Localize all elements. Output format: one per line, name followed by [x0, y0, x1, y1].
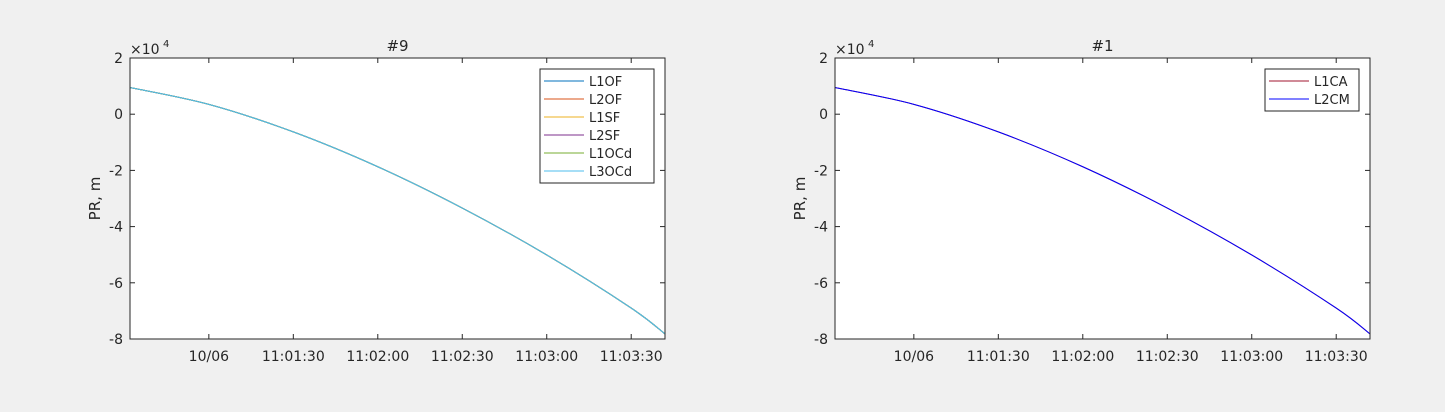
legend-box [1264, 68, 1360, 112]
x-tick-label: 11:02:00 [346, 349, 409, 365]
y-tick-label: -6 [109, 276, 123, 292]
y-tick-label: 2 [819, 51, 828, 67]
y-exponent-label: ×10 [130, 42, 160, 58]
y-axis-label: PR, m [791, 177, 809, 221]
legend-label: L2OF [589, 93, 622, 108]
x-tick-label: 11:02:30 [431, 349, 494, 365]
legend-label: L2CM [1314, 93, 1350, 108]
series-line-L3OCd [129, 87, 666, 335]
y-tick-label: 0 [114, 107, 123, 123]
legend: L1OF L2OF L1SF L2SF L1OCd L3OCd [539, 68, 655, 184]
legend-label: L1SF [589, 111, 620, 126]
y-exponent-label: ×10 [835, 42, 865, 58]
x-tick-label: 11:03:00 [515, 349, 578, 365]
y-tick-label: -2 [814, 163, 828, 179]
legend: L1CA L2CM [1264, 68, 1360, 112]
axes-box [834, 57, 1371, 340]
chart-title: #9 [386, 37, 408, 55]
y-tick-label: 0 [819, 107, 828, 123]
y-axis-label: PR, m [86, 177, 104, 221]
legend-label: L1OF [589, 75, 622, 90]
series-line-L2CM [834, 87, 1371, 335]
legend-box [539, 68, 655, 184]
x-tick-label: 11:02:00 [1051, 349, 1114, 365]
y-tick-label: -8 [814, 332, 828, 348]
y-exponent: 4 [163, 39, 169, 50]
axes-box [129, 57, 666, 340]
y-tick-label: -8 [109, 332, 123, 348]
y-tick-label: 2 [114, 51, 123, 67]
chart-title: #1 [1091, 37, 1113, 55]
x-tick-label: 10/06 [189, 349, 229, 365]
legend-label: L2SF [589, 129, 620, 144]
legend-label: L3OCd [589, 165, 632, 180]
y-tick-label: -4 [109, 220, 123, 236]
y-tick-label: -2 [109, 163, 123, 179]
y-tick-label: -6 [814, 276, 828, 292]
x-tick-label: 11:01:30 [262, 349, 325, 365]
x-tick-label: 11:03:00 [1220, 349, 1283, 365]
plot-1: 2 0 -2 -4 -6 -8 10/06 11:01:30 11:02:00 11:02:30 1… [86, 37, 666, 365]
x-tick-label: 11:03:30 [600, 349, 663, 365]
legend-label: L1OCd [589, 147, 632, 162]
y-exponent: 4 [868, 39, 874, 50]
x-tick-label: 11:03:30 [1305, 349, 1368, 365]
plot-2: 2 0 -2 -4 -6 -8 10/06 11:01:30 11:02:00 11:02:30 1… [791, 37, 1371, 365]
legend-label: L1CA [1314, 75, 1348, 90]
x-tick-label: 10/06 [894, 349, 934, 365]
y-tick-label: -4 [814, 220, 828, 236]
x-tick-label: 11:01:30 [967, 349, 1030, 365]
x-tick-label: 11:02:30 [1136, 349, 1199, 365]
